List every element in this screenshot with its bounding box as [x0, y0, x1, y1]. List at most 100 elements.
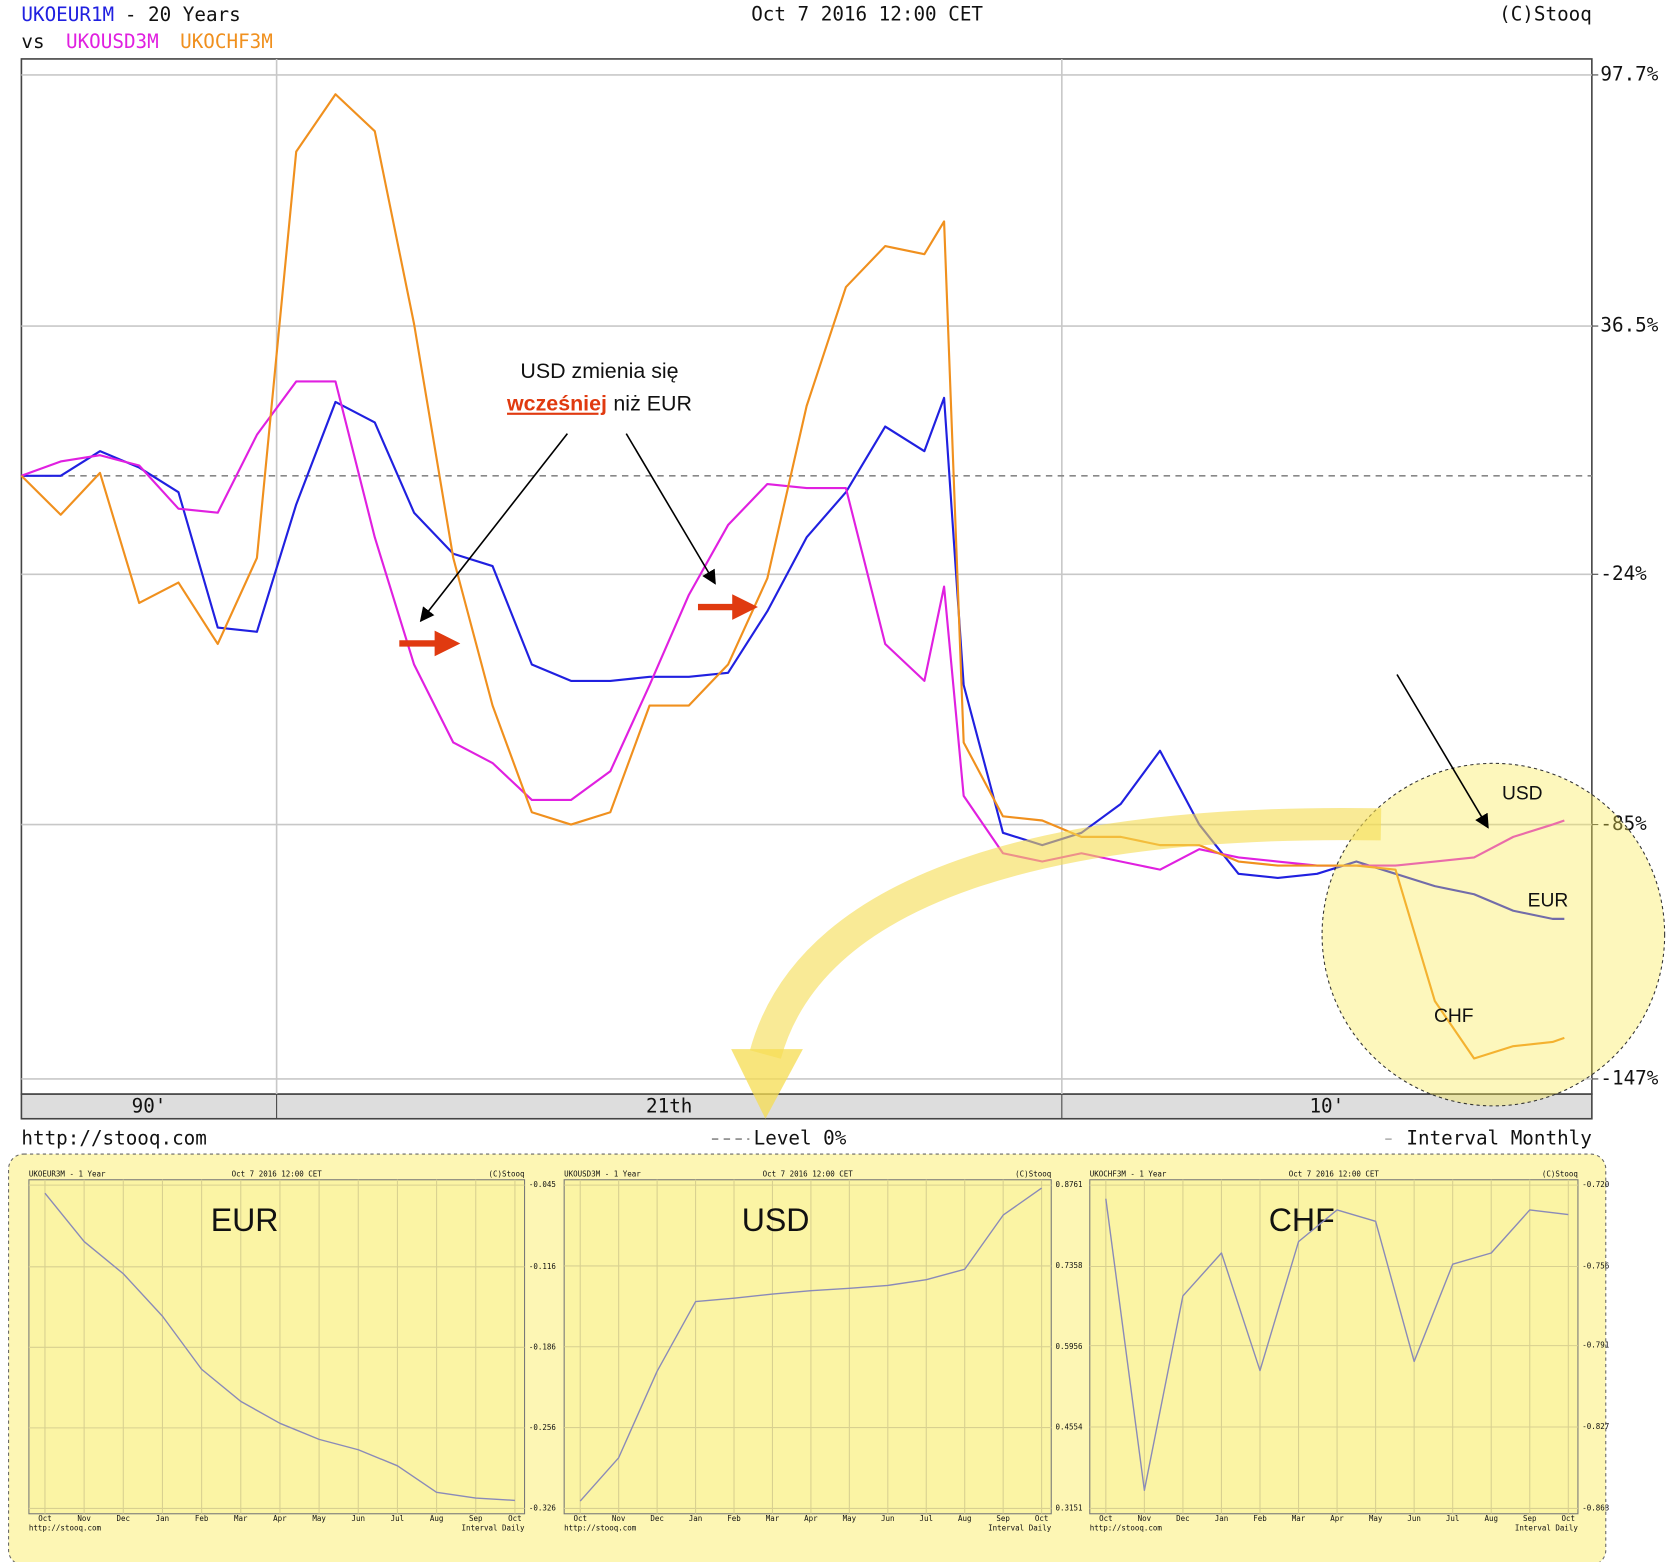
y-tick-label: -0.720	[1582, 1180, 1610, 1189]
x-tick-label: Nov	[77, 1514, 91, 1523]
note-text: USD zmienia się	[520, 359, 678, 383]
y-tick-label: -0.863	[1582, 1503, 1609, 1512]
x-tick-label: Apr	[804, 1514, 818, 1523]
inset-title: UKOUSD3M - 1 Year	[564, 1169, 641, 1178]
inset-footer-left: http://stooq.com	[29, 1524, 102, 1533]
insets: -0.045 -0.116 -0.186 -0.256 -0.326 Oct Nov Dec J…	[28, 1169, 1610, 1533]
x-tick-label: Dec	[650, 1514, 664, 1523]
x-tick-label: Oct	[1035, 1514, 1049, 1523]
main-plot: 97.7% 36.5% -24% -85% -147% 90' 21th 10' Level 0…	[20, 58, 1659, 1150]
y-tick-label: -0.756	[1582, 1262, 1610, 1271]
x-tick-label: Dec	[1176, 1514, 1190, 1523]
inset-date: Oct 7 2016 12:00 CET	[1289, 1169, 1380, 1178]
inset-label: EUR	[211, 1202, 279, 1238]
y-tick-label: -85%	[1600, 812, 1647, 835]
x-tick-label: Jan	[1215, 1514, 1229, 1523]
inset-date: Oct 7 2016 12:00 CET	[763, 1169, 854, 1178]
inset-source: (C)Stooq	[1015, 1169, 1051, 1178]
inset-label: USD	[742, 1202, 810, 1238]
x-tick-label: Aug	[430, 1514, 444, 1523]
highlight-circle	[1321, 762, 1666, 1107]
x-tick-label: May	[1369, 1514, 1383, 1523]
line	[20, 93, 1565, 1060]
line	[44, 1192, 515, 1502]
x-tick-label: Oct	[1562, 1514, 1576, 1523]
x-tick-label: Apr	[273, 1514, 287, 1523]
x-tick-label: Mar	[1292, 1514, 1306, 1523]
y-tick-label: 97.7%	[1600, 62, 1658, 85]
curved-arrow-head	[731, 1049, 803, 1119]
curved-arrow	[749, 807, 1382, 1059]
legend-entry: UKOCHF3M	[180, 29, 273, 52]
x-tick-label: Jan	[156, 1514, 170, 1523]
end-label: USD	[1502, 783, 1543, 804]
x-tick-label: Feb	[727, 1514, 741, 1523]
chart-date: Oct 7 2016 12:00 CET	[751, 3, 983, 26]
header-title: UKOEUR1M - 20 Years	[21, 3, 240, 26]
arrow	[625, 433, 716, 585]
x-tick-label: Jan	[689, 1514, 703, 1523]
x-tick-label: Aug	[1484, 1514, 1498, 1523]
y-tick-label: -0.791	[1582, 1341, 1609, 1350]
x-tick-label: Jul	[391, 1514, 405, 1523]
arrow	[419, 433, 569, 623]
vs-label: vs	[21, 29, 44, 52]
x-tick-label: Jun	[1407, 1514, 1421, 1523]
x-tick-label: Feb	[1253, 1514, 1267, 1523]
x-tick-label: Mar	[766, 1514, 780, 1523]
inset-footer-left: http://stooq.com	[564, 1524, 637, 1533]
inset-title: UKOEUR3M - 1 Year	[29, 1169, 106, 1178]
x-tick-label: Jun	[351, 1514, 365, 1523]
footer-right: Interval Monthly	[1406, 1127, 1591, 1150]
x-tick-label: 90'	[132, 1094, 167, 1117]
inset-title: UKOCHF3M - 1 Year	[1090, 1169, 1167, 1178]
legend: vs UKOUSD3M UKOCHF3M	[21, 29, 272, 52]
x-tick-label: Mar	[234, 1514, 248, 1523]
y-tick-label: -0.116	[529, 1262, 557, 1271]
y-tick-label: 0.8761	[1056, 1180, 1083, 1189]
x-tick-label: Oct	[573, 1514, 587, 1523]
inset-source: (C)Stooq	[1542, 1169, 1578, 1178]
x-tick-label: Dec	[117, 1514, 131, 1523]
x-tick-label: Aug	[958, 1514, 972, 1523]
line	[21, 396, 1565, 920]
y-tick-label: -24%	[1600, 562, 1647, 585]
y-tick-label: -0.326	[529, 1503, 557, 1512]
x-tick-label: Sep	[1523, 1514, 1537, 1523]
y-tick-label: -0.045	[529, 1180, 556, 1189]
note-emphasis: wcześniej	[506, 391, 607, 415]
y-tick-label: -147%	[1600, 1066, 1658, 1089]
series-name: UKOEUR1M	[21, 3, 114, 26]
legend-entry: UKOUSD3M	[66, 29, 159, 52]
y-tick-label: 0.3151	[1056, 1503, 1083, 1512]
inset-plot-area	[28, 1179, 526, 1515]
x-axis-band	[20, 1093, 1593, 1120]
y-tick-label: 0.5956	[1056, 1342, 1084, 1351]
x-tick-label: Nov	[1138, 1514, 1152, 1523]
footer-left: http://stooq.com	[21, 1127, 206, 1150]
inset-date: Oct 7 2016 12:00 CET	[232, 1169, 323, 1178]
inset-footer-left: http://stooq.com	[1090, 1524, 1163, 1533]
x-tick-label: May	[843, 1514, 857, 1523]
y-tick-label: -0.827	[1582, 1422, 1609, 1431]
inset-footer-right: Interval Daily	[1515, 1524, 1579, 1533]
x-tick-label: 21th	[646, 1094, 692, 1117]
x-tick-label: Oct	[38, 1514, 52, 1523]
x-tick-label: Sep	[996, 1514, 1010, 1523]
chart-source: (C)Stooq	[1499, 3, 1592, 26]
note-text: wcześniej niż EUR	[506, 391, 692, 415]
plot-area	[20, 58, 1593, 1095]
x-tick-label: Apr	[1330, 1514, 1344, 1523]
end-label: EUR	[1528, 891, 1569, 912]
x-tick-label: Jul	[1446, 1514, 1460, 1523]
y-tick-label: 0.4554	[1056, 1423, 1084, 1432]
x-tick-label: Sep	[469, 1514, 483, 1523]
inset-plot-area	[1089, 1179, 1579, 1515]
x-tick-label: May	[312, 1514, 326, 1523]
annotations: USD zmienia się wcześniej niż EUR USD EUR…	[399, 359, 1666, 1119]
inset-footer-right: Interval Daily	[461, 1524, 525, 1533]
x-tick-label: Nov	[612, 1514, 626, 1523]
x-tick-label: Feb	[195, 1514, 209, 1523]
